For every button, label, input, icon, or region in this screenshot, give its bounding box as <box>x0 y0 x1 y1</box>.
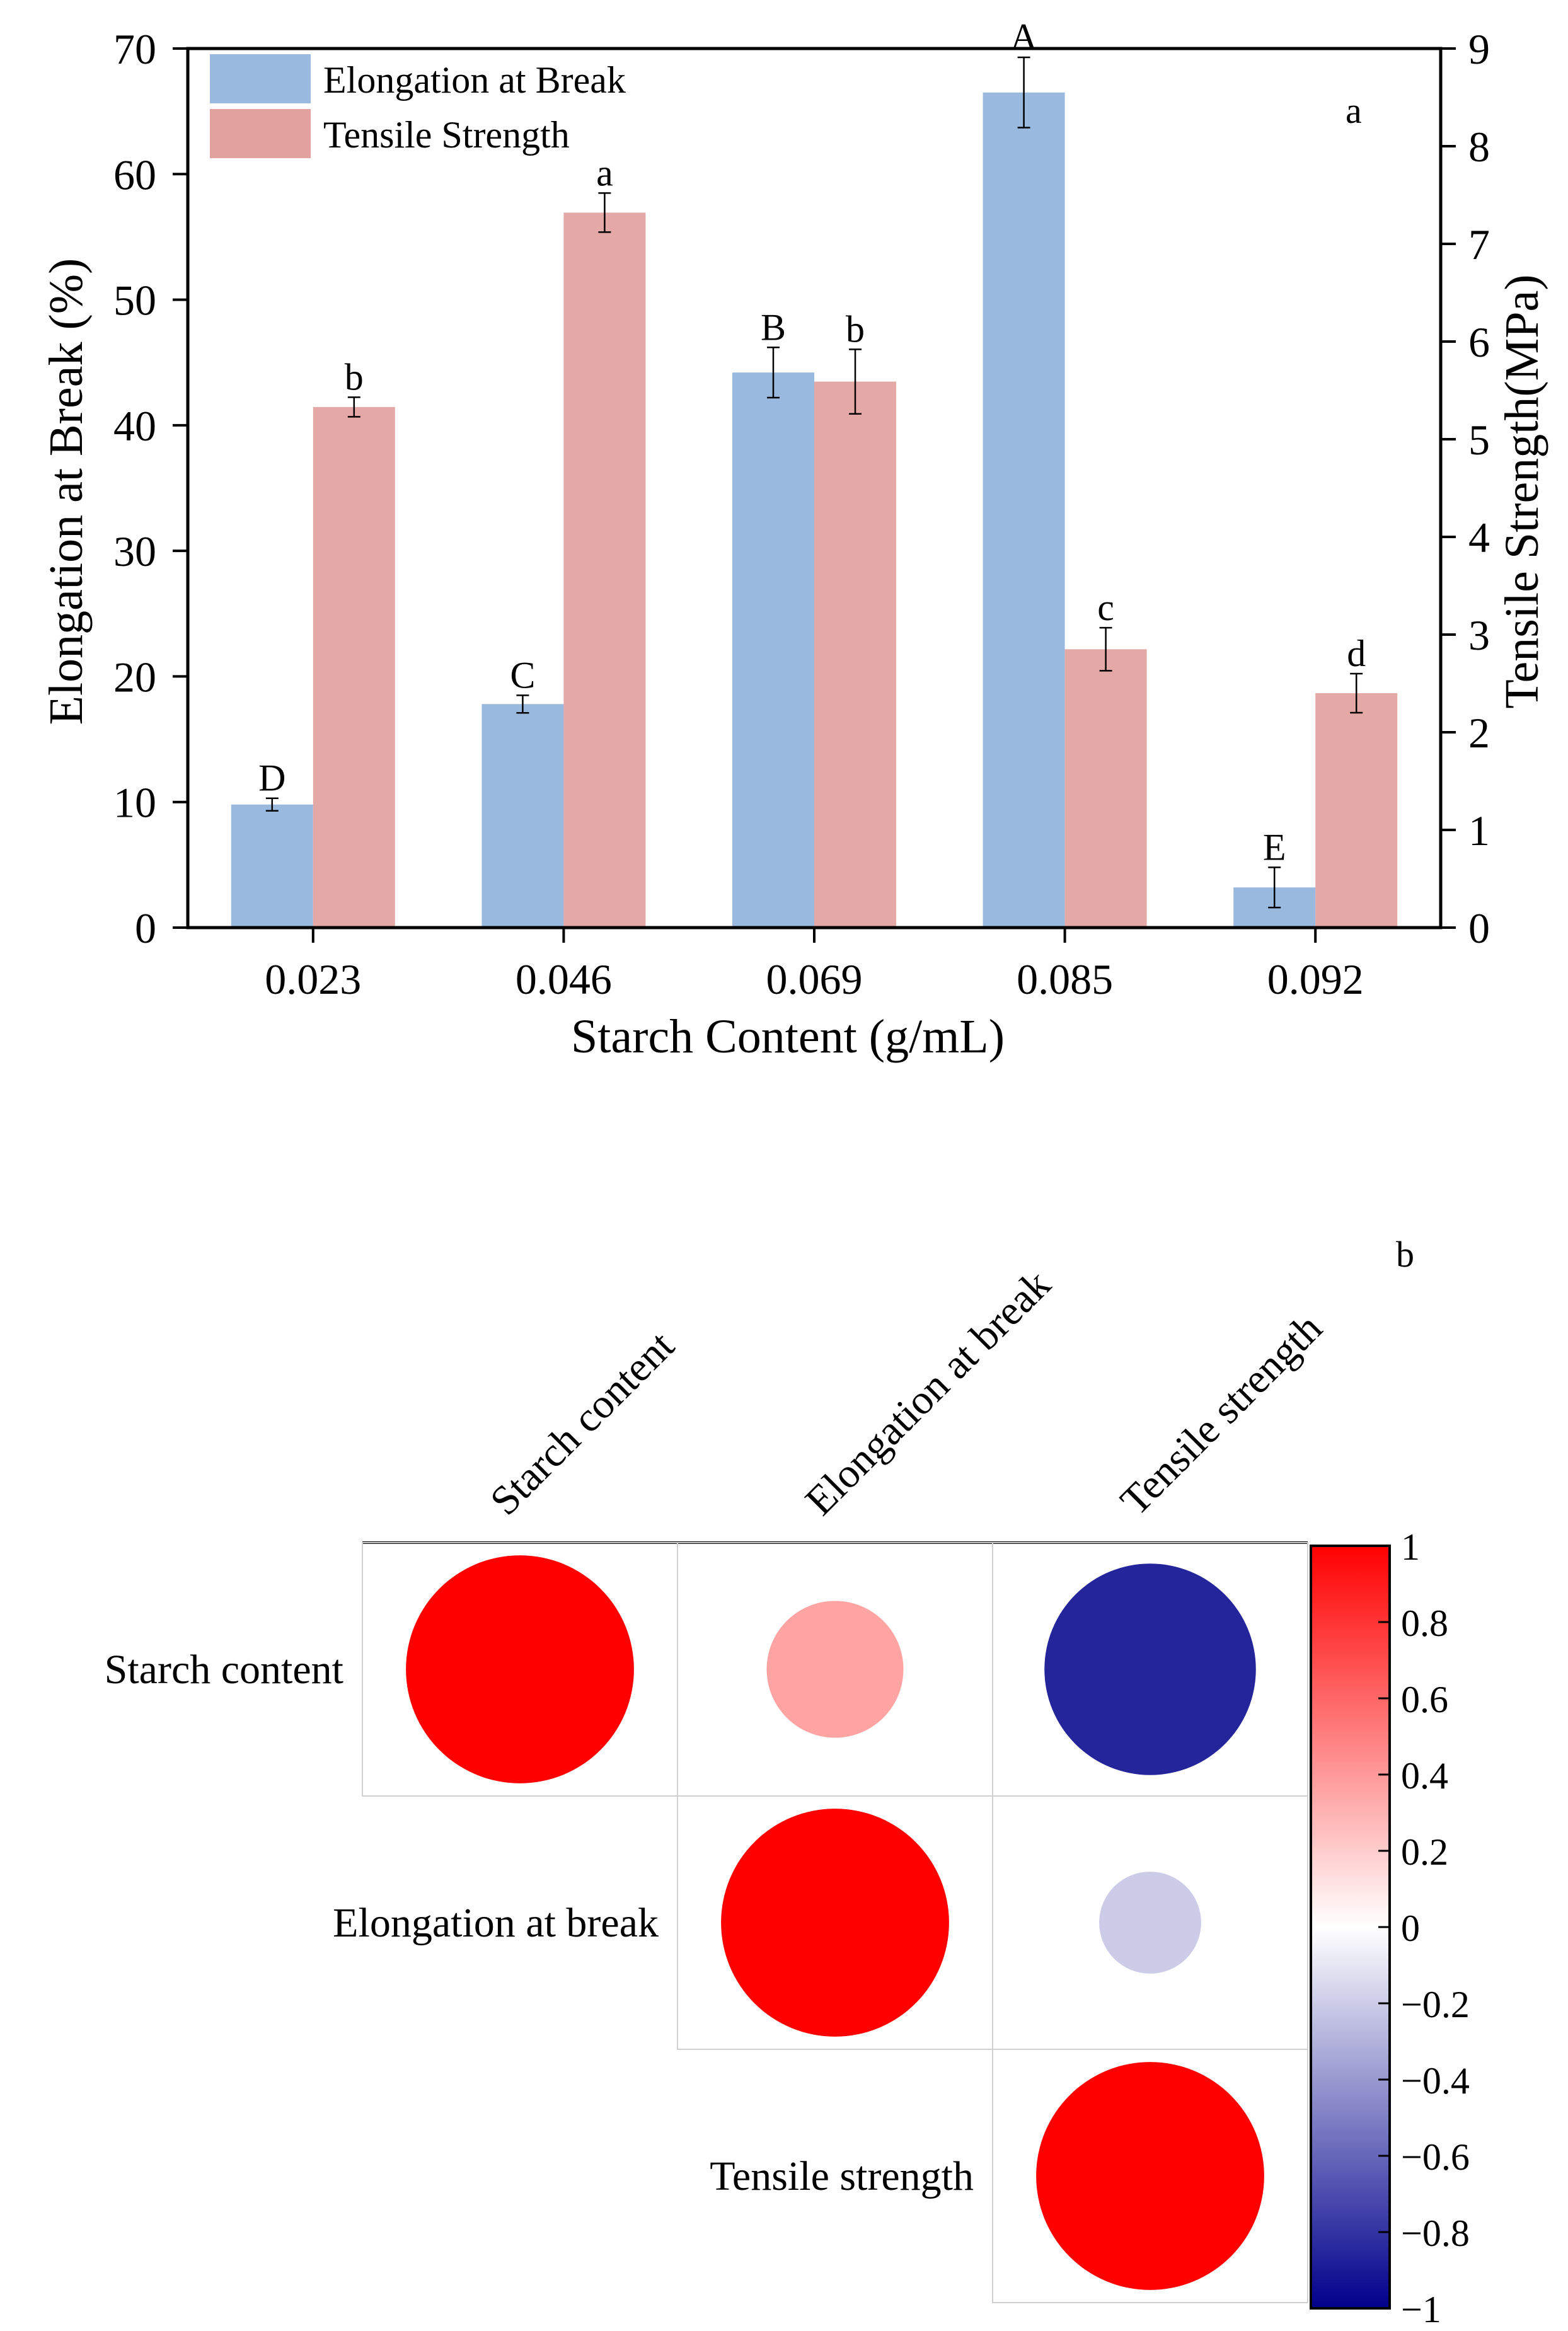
bar-elongation-0.023 <box>231 804 313 928</box>
colorbar-tick-label: 1 <box>1401 1526 1420 1568</box>
significance-letter: b <box>345 356 364 398</box>
bar-elongation-0.069 <box>732 372 814 928</box>
y-tick-label-right: 7 <box>1468 221 1490 268</box>
error-bar <box>1350 672 1363 714</box>
y-tick-label-right: 8 <box>1468 123 1490 171</box>
colorbar-tick-label: 0.6 <box>1401 1679 1448 1720</box>
y-tick-label-left: 20 <box>113 653 156 701</box>
significance-letter: B <box>761 306 786 348</box>
error-bar <box>1017 56 1030 129</box>
significance-letter: b <box>846 308 865 350</box>
error-bar <box>347 396 360 418</box>
bar-tensile-0.046 <box>563 212 646 928</box>
y-tick-label-right: 6 <box>1468 318 1490 366</box>
legend-label-tensile: Tensile Strength <box>323 114 570 156</box>
y-tick-label-right: 2 <box>1468 709 1490 757</box>
y-tick-label-left: 50 <box>113 277 156 325</box>
colorbar-tick-label: −0.6 <box>1401 2136 1470 2178</box>
bar-elongation-0.085 <box>983 92 1065 928</box>
y-tick-label-left: 60 <box>113 151 156 199</box>
row-label: Starch content <box>105 1647 343 1693</box>
legend: Elongation at Break Tensile Strength <box>210 54 626 158</box>
y-tick-label-right: 9 <box>1468 25 1490 73</box>
error-bar <box>265 797 279 812</box>
bar-tensile-0.085 <box>1064 649 1147 928</box>
error-bar <box>516 694 529 714</box>
x-tick-label: 0.046 <box>516 955 612 1003</box>
colorbar-tick-label: 0 <box>1401 1908 1420 1949</box>
significance-letter: d <box>1347 633 1366 674</box>
significance-letter: c <box>1097 587 1114 628</box>
significance-letter: a <box>596 152 613 193</box>
y-tick-label-left: 70 <box>113 25 156 73</box>
y-tick-label-left: 10 <box>113 779 156 827</box>
y-tick-label-right: 0 <box>1468 904 1490 952</box>
colorbar-tick-label: 0.8 <box>1401 1603 1448 1644</box>
y-tick-label-right: 1 <box>1468 807 1490 855</box>
significance-letter: E <box>1263 826 1286 868</box>
panel-a-label: a <box>1346 90 1362 131</box>
significance-letter: A <box>1010 16 1037 58</box>
panel-b-label: b <box>1396 1234 1414 1275</box>
legend-label-elongation: Elongation at Break <box>323 59 626 101</box>
x-tick-label: 0.092 <box>1267 955 1364 1003</box>
row-label: Elongation at break <box>333 1900 659 1946</box>
legend-swatch-elongation <box>210 54 311 103</box>
y-tick-label-right: 5 <box>1468 416 1490 464</box>
error-bar <box>1099 626 1112 672</box>
colorbar-tick-label: 0.2 <box>1401 1831 1448 1873</box>
x-tick-label: 0.085 <box>1017 955 1113 1003</box>
x-tick-label: 0.069 <box>766 955 863 1003</box>
colorbar-tick-label: −0.8 <box>1401 2213 1470 2254</box>
correlation-circle <box>721 1809 949 2037</box>
colorbar-tick-label: −0.2 <box>1401 1984 1470 2025</box>
y-tick-label-left: 40 <box>113 402 156 450</box>
colorbar-tick-label: 0.4 <box>1401 1755 1448 1797</box>
plot-frame <box>186 47 1443 930</box>
bar-tensile-0.092 <box>1315 693 1398 928</box>
row-label: Tensile strength <box>710 2153 974 2199</box>
error-bar <box>598 192 611 233</box>
error-bar <box>1268 866 1281 909</box>
bar-elongation-0.046 <box>481 704 564 928</box>
correlation-circle <box>766 1601 904 1738</box>
error-bar <box>767 347 780 399</box>
y-tick-label-left: 0 <box>135 904 156 952</box>
colorbar-tick-label: −1 <box>1401 2289 1441 2330</box>
significance-letter: D <box>258 757 285 799</box>
bar-tensile-0.023 <box>313 406 395 928</box>
matrix-cell <box>992 2049 1308 2303</box>
legend-swatch-tensile <box>210 109 311 158</box>
correlation-circle <box>1044 1563 1256 1775</box>
colorbar-tick-label: −0.4 <box>1401 2060 1470 2102</box>
y-tick-label-left: 30 <box>113 527 156 575</box>
significance-letter: C <box>510 654 535 696</box>
y-axis-title-left: Elongation at Break (%) <box>40 258 93 725</box>
colorbar-ticks: 1 0.8 0.6 0.4 0.2 0 −0.2 −0.4 −0.6 −0.8 −1 <box>1378 1526 1470 2330</box>
colorbar <box>1310 1545 1391 2310</box>
correlation-circle <box>1036 2062 1264 2290</box>
y-tick-label-right: 4 <box>1468 514 1490 561</box>
bar-tensile-0.069 <box>814 381 896 928</box>
y-tick-label-right: 3 <box>1468 611 1490 659</box>
x-tick-label: 0.023 <box>265 955 361 1003</box>
correlation-circle <box>1099 1872 1201 1974</box>
x-axis-title: Starch Content (g/mL) <box>571 1010 1005 1063</box>
correlation-circle <box>406 1555 634 1783</box>
error-bar <box>849 348 862 415</box>
y-axis-title-right: Tensile Strength(MPa) <box>1496 274 1548 708</box>
